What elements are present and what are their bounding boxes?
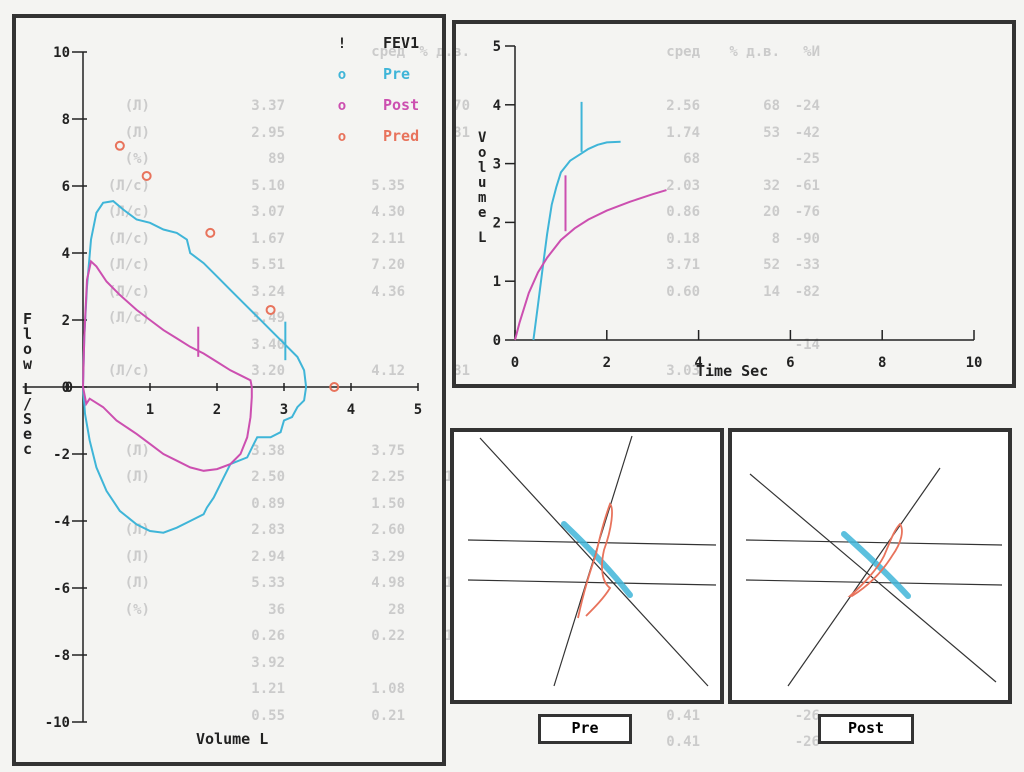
x-tick-label: 0 — [511, 355, 519, 371]
legend-label: Pre — [383, 65, 410, 83]
pre-loop-thumbnail — [450, 428, 724, 704]
series-post-loop — [82, 259, 253, 472]
horizontal-line — [745, 579, 1003, 586]
y-tick-label: 0 — [62, 380, 70, 396]
y-axis-label-char: m — [478, 190, 486, 206]
y-axis-label-char: l — [478, 160, 486, 176]
x-axis-label: Volume L — [196, 730, 268, 748]
tidal-loop — [847, 522, 903, 597]
y-axis-label-char: e — [23, 425, 32, 443]
background-cell: -26 — [794, 707, 820, 724]
y-tick-label: 4 — [62, 246, 70, 262]
y-axis-label-char: / — [23, 395, 32, 413]
y-tick-label: -4 — [53, 514, 70, 530]
pred-point — [329, 382, 340, 392]
pred-point — [265, 304, 276, 315]
x-tick-label: 8 — [878, 355, 886, 371]
y-axis-label-char: o — [23, 340, 32, 358]
y-axis-label-char: u — [478, 175, 486, 191]
y-tick-label: 6 — [62, 179, 70, 195]
x-tick-label: 3 — [280, 402, 288, 418]
diagonal-line — [787, 467, 941, 687]
post-thumbnail-chart — [745, 467, 1003, 687]
y-axis-label-char: o — [478, 145, 486, 161]
pred-point — [205, 227, 216, 238]
y-tick-label: 10 — [53, 45, 70, 61]
y-tick-label: -8 — [53, 648, 70, 664]
pre-thumbnail-chart — [467, 435, 717, 687]
y-tick-label: -6 — [53, 581, 70, 597]
y-axis-label-char: L — [23, 380, 32, 398]
y-axis-label-char: V — [478, 130, 487, 146]
x-tick-label: 6 — [786, 355, 794, 371]
y-tick-label: 4 — [493, 98, 501, 114]
y-axis-label-char: e — [478, 205, 486, 221]
horizontal-line — [745, 539, 1003, 546]
tidal-flow-band — [561, 521, 633, 598]
legend-marker: o — [338, 98, 346, 114]
x-axis-label: Time Sec — [696, 362, 768, 380]
y-axis-label-char: w — [23, 355, 33, 373]
horizontal-line — [467, 579, 717, 586]
diagonal-line — [749, 473, 997, 683]
y-axis-label-char: S — [23, 410, 32, 428]
series-post-curve — [514, 189, 667, 341]
tidal-loop — [577, 502, 613, 619]
x-tick-label: 1 — [146, 402, 154, 418]
pred-point — [141, 170, 152, 181]
horizontal-line — [467, 539, 717, 546]
post-loop-thumbnail — [728, 428, 1012, 704]
y-tick-label: 8 — [62, 112, 70, 128]
y-tick-label: 2 — [493, 215, 501, 231]
x-tick-label: 2 — [603, 355, 611, 371]
legend-label: Pred — [383, 127, 419, 145]
tidal-flow-band — [841, 531, 911, 599]
series-pre-curve — [532, 140, 621, 341]
x-tick-label: 10 — [966, 355, 983, 371]
series-pre-loop — [82, 200, 308, 534]
legend-label: FEV1 — [383, 34, 419, 52]
x-tick-label: 5 — [414, 402, 422, 418]
y-tick-label: 1 — [493, 274, 501, 290]
y-tick-label: 0 — [493, 333, 501, 349]
pre-button[interactable]: Pre — [538, 714, 632, 744]
y-axis-label-char: F — [23, 310, 32, 328]
legend-marker: ! — [338, 36, 346, 52]
background-cell: -26 — [794, 734, 820, 750]
legend-marker: o — [338, 129, 346, 145]
post-button[interactable]: Post — [818, 714, 914, 744]
legend-label: Post — [383, 96, 419, 114]
x-tick-label: 4 — [694, 355, 702, 371]
y-tick-label: 5 — [493, 39, 501, 55]
pred-point — [114, 140, 125, 151]
y-tick-label: 3 — [493, 157, 501, 173]
legend-marker: o — [338, 67, 346, 83]
x-tick-label: 0 — [65, 380, 73, 396]
x-tick-label: 4 — [347, 402, 355, 418]
x-tick-label: 2 — [213, 402, 221, 418]
y-tick-label: -10 — [45, 715, 70, 731]
y-axis-label-char: l — [23, 325, 32, 343]
y-axis-label-char: L — [478, 230, 486, 246]
y-tick-label: -2 — [53, 447, 70, 463]
y-tick-label: 2 — [62, 313, 70, 329]
y-axis-label-char: c — [23, 440, 32, 458]
